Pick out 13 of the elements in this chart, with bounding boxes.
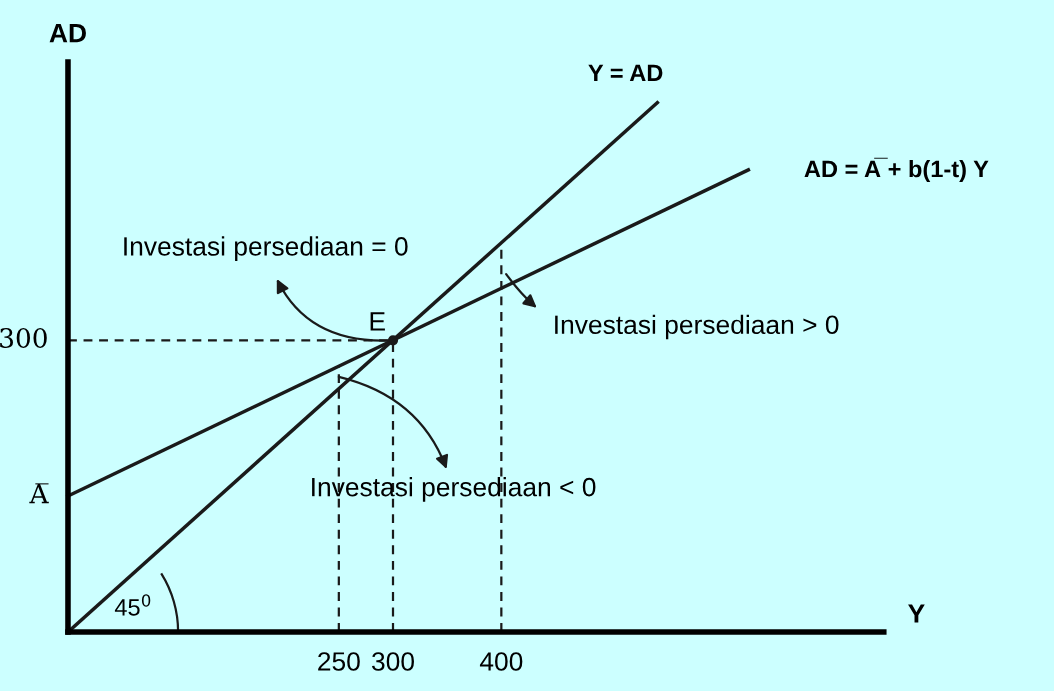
annotation: Investasi persediaan > 0 <box>555 314 839 340</box>
y-axis-title: AD <box>49 24 86 43</box>
x-tick-label: 400 <box>479 652 523 671</box>
x-axis-title: Y <box>908 604 925 623</box>
annotation: Investasi persediaan = 0 <box>124 236 408 261</box>
annotation: 300 <box>0 328 47 348</box>
x-tick-label: 250 <box>318 652 360 671</box>
series-label: Y = AD <box>588 64 663 81</box>
annotation: 45$^{0}$ <box>114 594 151 616</box>
annotation: E <box>370 312 385 331</box>
x-tick-label: 300 <box>372 652 414 671</box>
text: AD = A̅ + b(1-t) Y <box>804 157 989 183</box>
annotation: A̅ <box>29 483 49 504</box>
